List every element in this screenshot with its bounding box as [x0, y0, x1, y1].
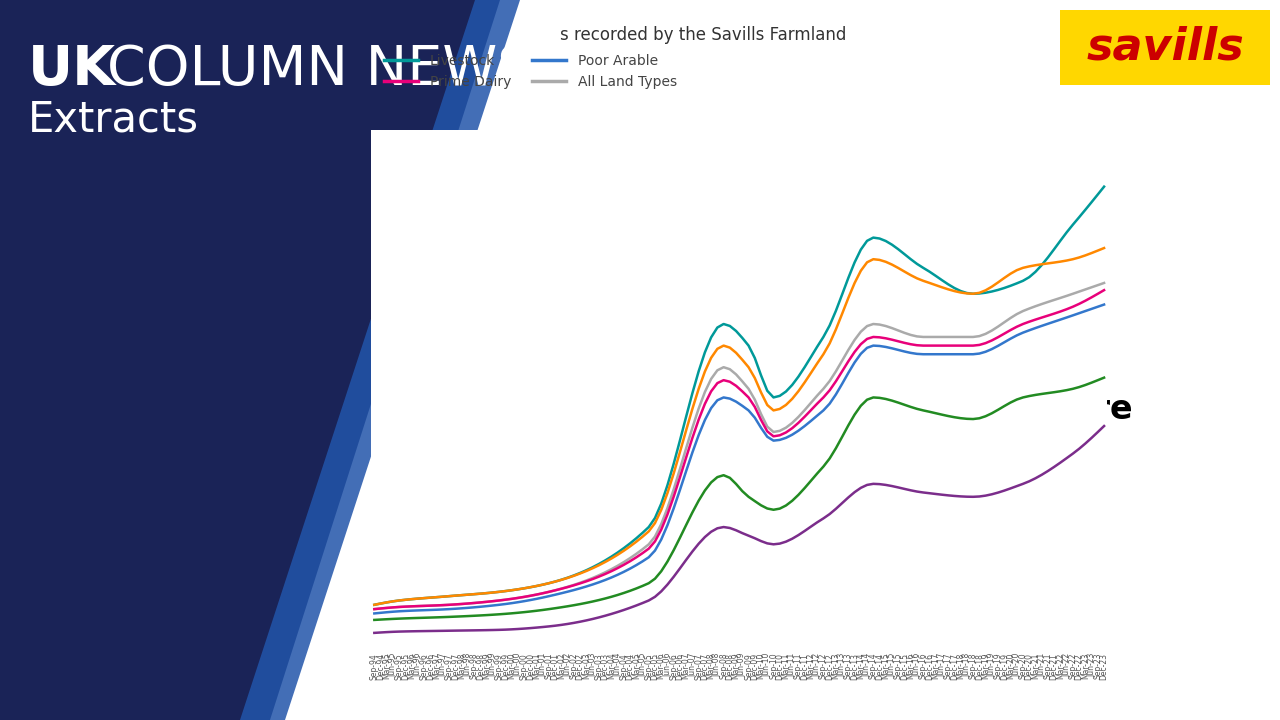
- Text: savills: savills: [1087, 26, 1244, 69]
- Text: s recorded by the Savills Farmland: s recorded by the Savills Farmland: [561, 26, 846, 44]
- Bar: [1060, 10, 1270, 85]
- Text: Extracts: Extracts: [28, 99, 198, 141]
- Polygon shape: [241, 0, 520, 720]
- Text: UK: UK: [28, 43, 116, 97]
- FancyArrow shape: [881, 338, 1050, 392]
- Legend: Livestock, Prime Dairy, Poor Arable, All Land Types: Livestock, Prime Dairy, Poor Arable, All…: [378, 48, 682, 94]
- Text: COLUMN NEWS: COLUMN NEWS: [108, 43, 532, 97]
- Text: Over £8k/acre: Over £8k/acre: [870, 394, 1133, 426]
- Polygon shape: [0, 0, 500, 720]
